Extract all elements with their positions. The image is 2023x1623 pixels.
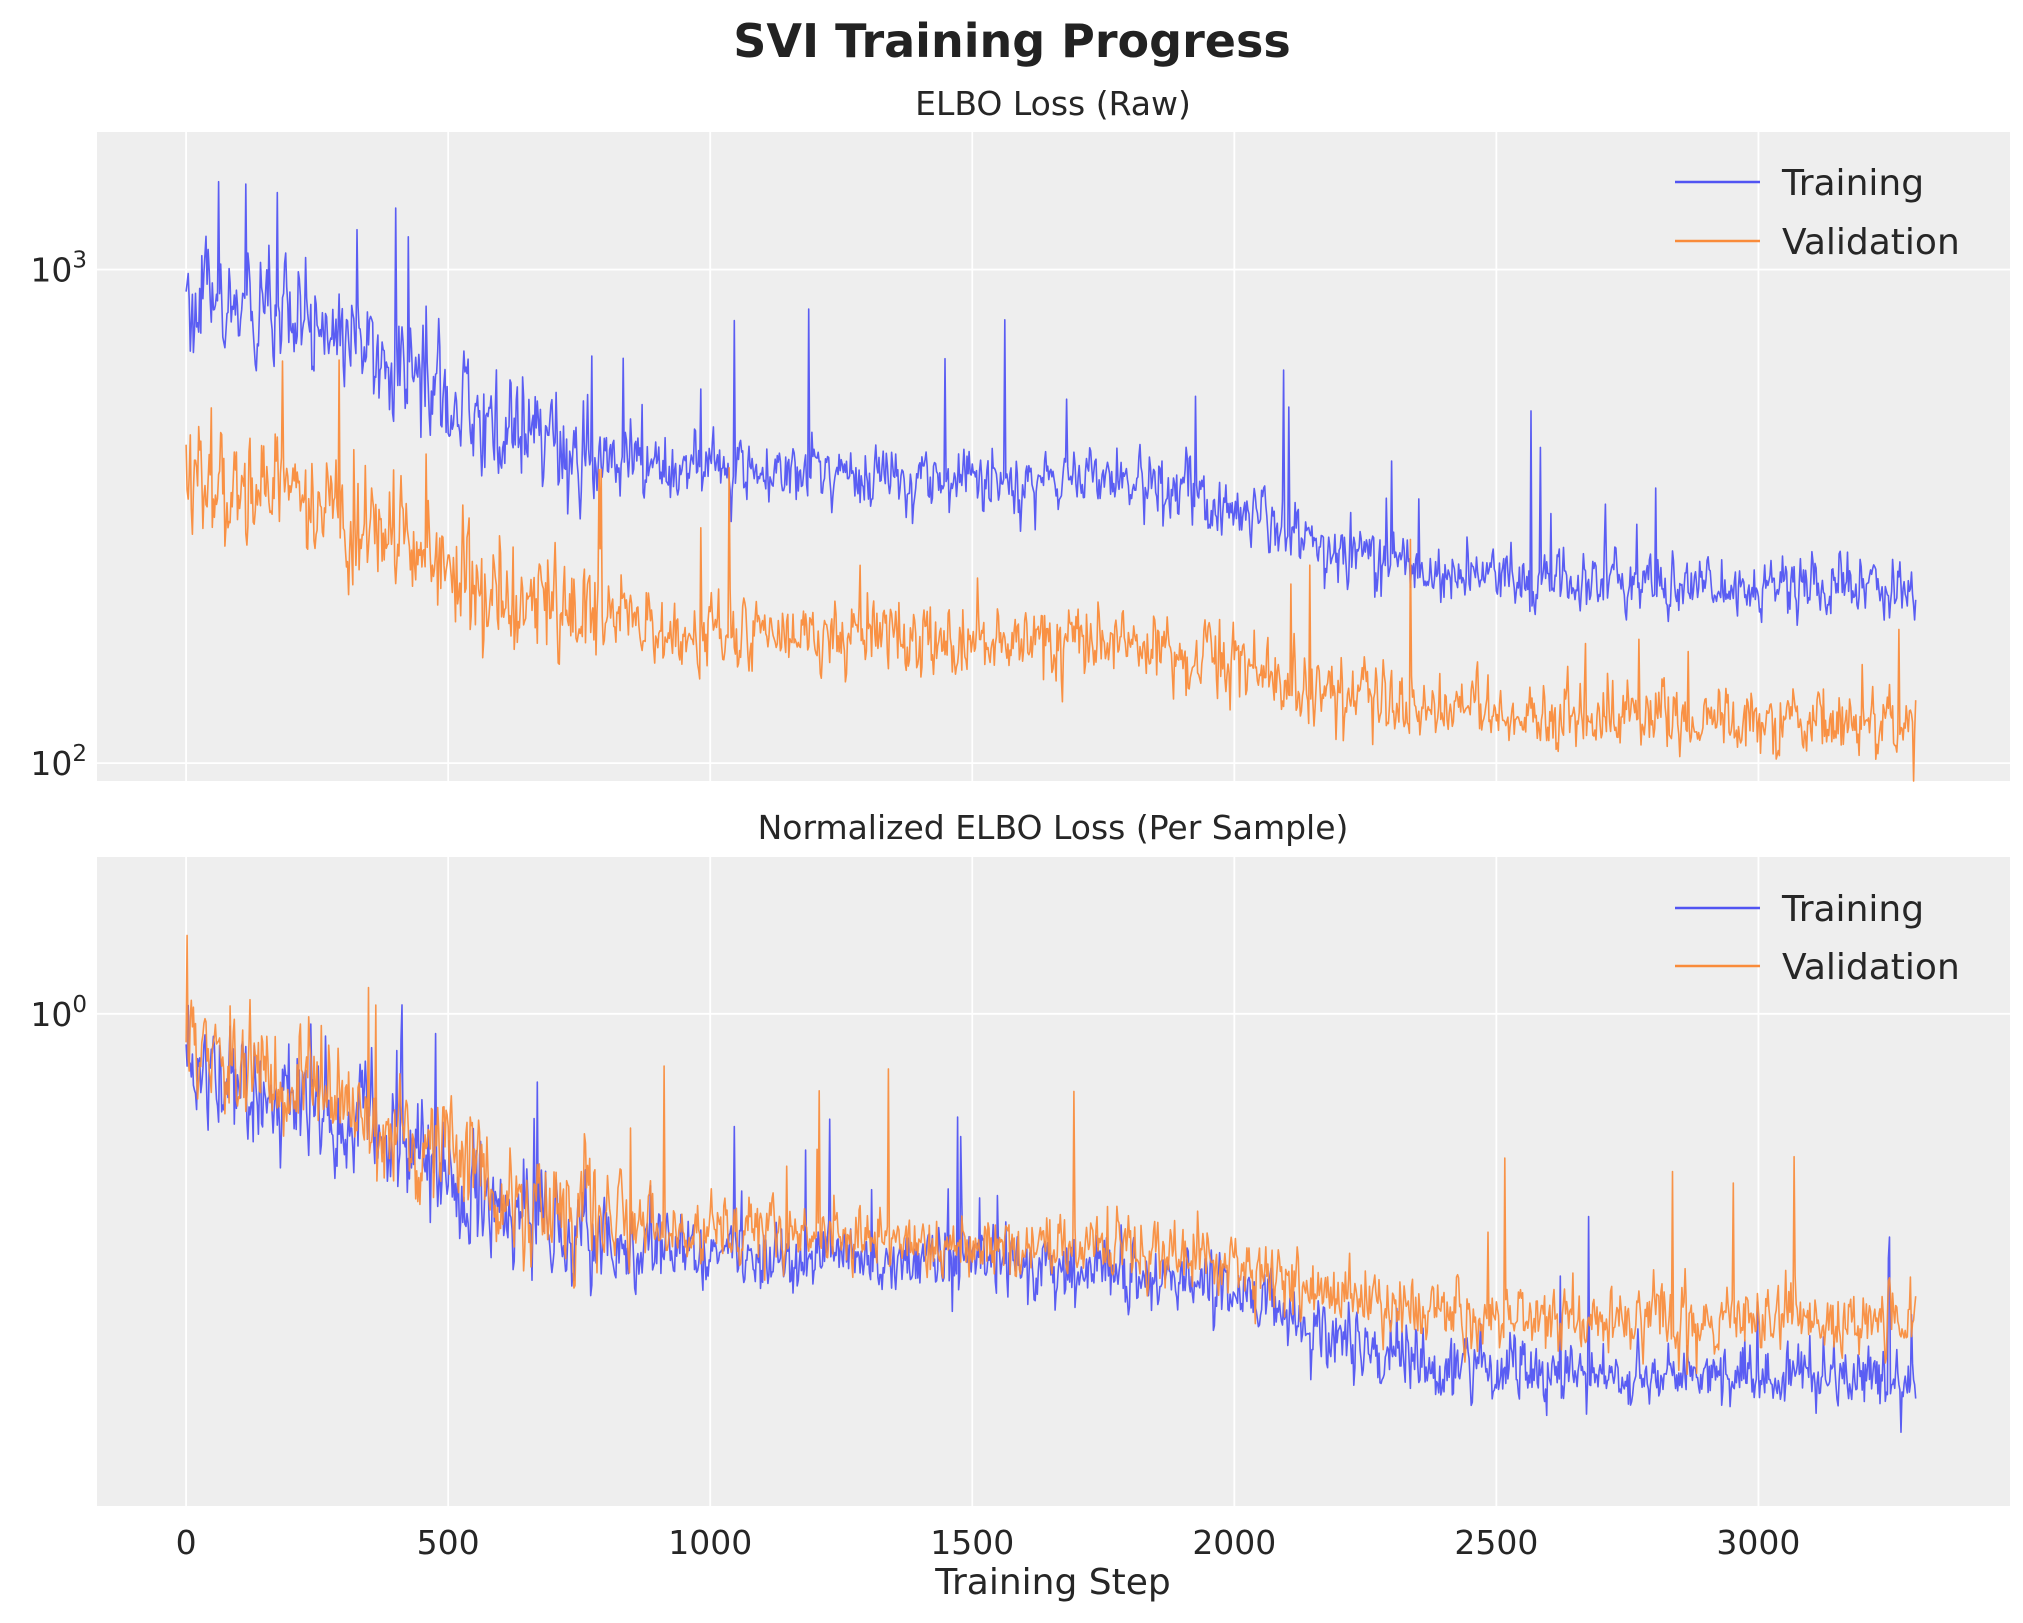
legend-top: Training Validation — [1675, 163, 1960, 263]
series-group-top — [185, 180, 1917, 782]
y-ticks-bottom: 100 — [30, 992, 87, 1034]
legend-label-training-bottom: Training — [1781, 889, 1924, 930]
y-tick-label: 102 — [30, 741, 87, 783]
plot-area-bottom — [97, 857, 2010, 1506]
plot-area-top — [97, 132, 2010, 781]
x-tick-label: 0 — [176, 1523, 197, 1562]
series-line-validation — [185, 934, 1917, 1376]
legend-bottom: Training Validation — [1675, 889, 1960, 988]
series-line-validation — [185, 359, 1917, 782]
y-tick-label: 103 — [30, 248, 87, 290]
series-line-training — [185, 180, 1917, 627]
x-tick-label: 500 — [417, 1523, 480, 1562]
y-tick-label: 100 — [30, 992, 87, 1034]
x-axis-label: Training Step — [934, 1562, 1170, 1603]
figure-title: SVI Training Progress — [733, 14, 1290, 68]
x-tick-label: 1000 — [668, 1523, 752, 1562]
legend-label-validation-bottom: Validation — [1782, 947, 1960, 988]
legend-label-training-top: Training — [1781, 163, 1924, 204]
series-group-bottom — [185, 934, 1917, 1433]
x-tick-label: 2000 — [1192, 1523, 1276, 1562]
series-line-training — [185, 1004, 1917, 1433]
x-tick-label: 2500 — [1454, 1523, 1538, 1562]
chart-title-top: ELBO Loss (Raw) — [915, 84, 1191, 123]
chart-elbo-raw: 102 103 ELBO Loss (Raw) Training Validati… — [30, 84, 2010, 790]
legend-label-validation-top: Validation — [1782, 222, 1960, 263]
x-tick-label: 1500 — [930, 1523, 1014, 1562]
x-ticks-bottom: 0 500 1000 1500 2000 2500 3000 — [176, 1506, 1800, 1562]
x-tick-label: 3000 — [1716, 1523, 1800, 1562]
chart-elbo-normalized: 0 500 1000 1500 2000 2500 3000 100 Normalized … — [30, 808, 2010, 1603]
chart-title-bottom: Normalized ELBO Loss (Per Sample) — [758, 808, 1349, 847]
y-ticks-top: 102 103 — [30, 248, 87, 784]
x-ticks-top — [185, 781, 1760, 790]
